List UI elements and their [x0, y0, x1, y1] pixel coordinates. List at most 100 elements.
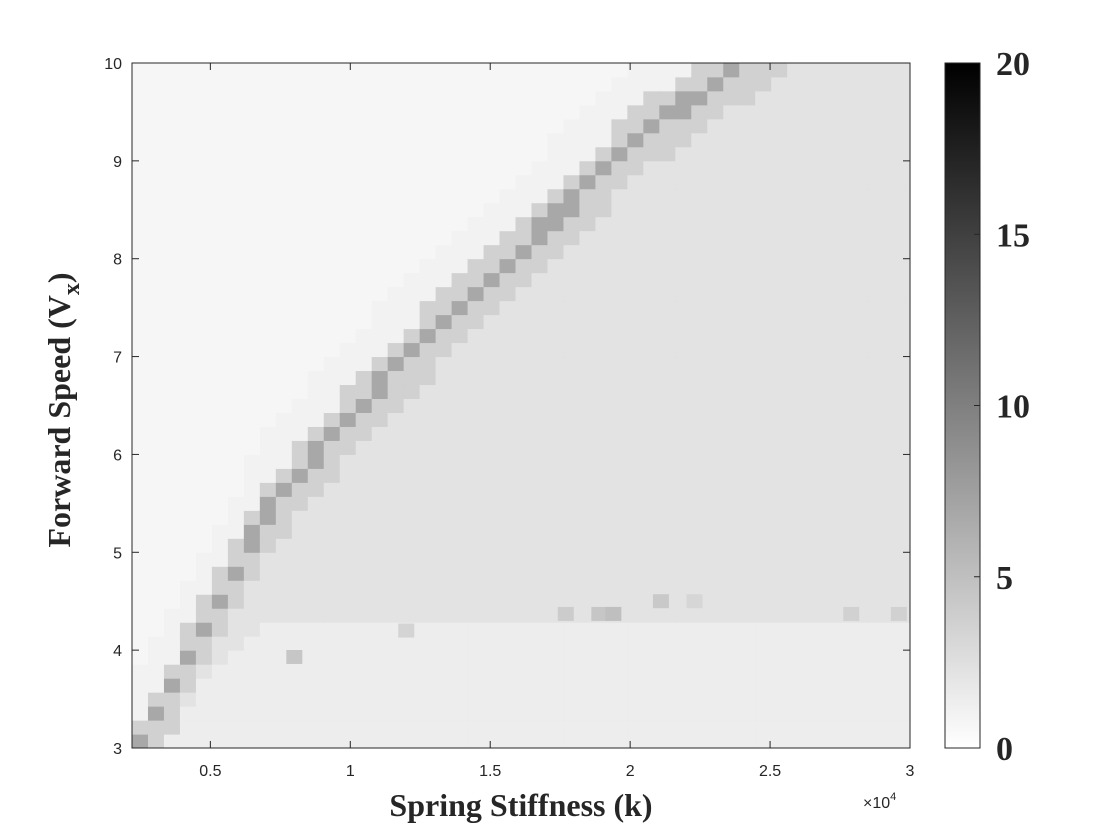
heatmap-cell: [467, 622, 485, 637]
heatmap-cell: [867, 76, 884, 92]
heatmap-cell: [339, 132, 357, 148]
heatmap-cell: [467, 398, 485, 413]
heatmap-cell: [291, 468, 309, 483]
heatmap-cell: [691, 174, 708, 190]
heatmap-cell: [291, 482, 309, 497]
heatmap-cell: [563, 524, 581, 539]
heatmap-cell: [851, 356, 868, 372]
heatmap-cell: [723, 720, 740, 735]
heatmap-cell: [579, 146, 597, 162]
heatmap-cell: [883, 706, 900, 721]
heatmap-cell: [755, 692, 772, 707]
heatmap-cell: [147, 664, 165, 679]
heatmap-cell: [387, 146, 405, 162]
heatmap-cell: [419, 440, 437, 455]
heatmap-cell: [147, 300, 165, 316]
heatmap-cell: [211, 706, 229, 721]
heatmap-cell: [483, 412, 501, 427]
heatmap-cell: [787, 104, 804, 120]
heatmap-cell: [627, 692, 644, 707]
heatmap-cell: [243, 678, 261, 693]
heatmap-cell: [627, 636, 644, 651]
heatmap-cell: [867, 426, 884, 441]
heatmap-cell: [787, 258, 804, 274]
heatmap-cell: [851, 496, 868, 511]
heatmap-cell: [723, 146, 740, 162]
heatmap-cell: [323, 440, 341, 455]
heatmap-cell: [611, 524, 628, 539]
heatmap-cell: [563, 664, 581, 679]
heatmap-cell: [227, 706, 245, 721]
heatmap-cell: [883, 118, 900, 134]
heatmap-cell: [467, 90, 485, 106]
heatmap-cell: [259, 468, 277, 483]
heatmap-cell: [723, 76, 740, 92]
heatmap-cell: [867, 118, 884, 134]
heatmap-cell: [499, 202, 517, 218]
heatmap-cell: [595, 90, 612, 106]
heatmap-cell: [547, 146, 565, 162]
heatmap-cell: [755, 734, 772, 748]
heatmap-cell: [707, 328, 724, 344]
heatmap-cell: [675, 342, 692, 358]
heatmap-cell: [259, 664, 277, 679]
heatmap-cell: [147, 426, 165, 441]
heatmap-cell: [883, 398, 900, 413]
heatmap-cell: [387, 188, 405, 204]
heatmap-cell: [819, 440, 836, 455]
heatmap-cell: [467, 132, 485, 148]
heatmap-cell: [467, 63, 485, 78]
heatmap-cell: [675, 482, 692, 497]
heatmap-cell: [371, 202, 389, 218]
heatmap-cell: [595, 258, 612, 274]
heatmap-cell: [147, 538, 165, 553]
heatmap-cell: [691, 720, 708, 735]
heatmap-cell: [227, 300, 245, 316]
heatmap-cell: [179, 664, 197, 679]
heatmap-cell: [419, 692, 437, 707]
heatmap-cell: [435, 426, 453, 441]
heatmap-cell: [307, 636, 325, 651]
heatmap-cell: [275, 538, 293, 553]
heatmap-cell: [899, 342, 910, 358]
heatmap-cell: [451, 202, 469, 218]
heatmap-cell: [851, 706, 868, 721]
heatmap-cell: [819, 146, 836, 162]
heatmap-cell: [883, 468, 900, 483]
heatmap-cell: [339, 76, 357, 92]
heatmap-cell: [691, 440, 708, 455]
heatmap-cell: [403, 384, 421, 399]
heatmap-cell: [883, 678, 900, 693]
heatmap-cell: [147, 720, 165, 735]
heatmap-cell: [739, 384, 756, 399]
heatmap-cell: [275, 524, 293, 539]
heatmap-cell: [659, 230, 676, 246]
heatmap-cell: [563, 258, 581, 274]
heatmap-hot-spot: [591, 606, 608, 621]
heatmap-cell: [803, 678, 820, 693]
heatmap-cell: [147, 734, 165, 748]
heatmap-cell: [579, 398, 597, 413]
heatmap-cell: [531, 454, 549, 469]
heatmap-cell: [707, 426, 724, 441]
heatmap-cell: [355, 440, 373, 455]
heatmap-cell: [132, 706, 149, 721]
heatmap-cell: [835, 622, 852, 637]
heatmap-cell: [355, 230, 373, 246]
heatmap-cell: [323, 552, 341, 567]
heatmap-cell: [771, 384, 788, 399]
heatmap-cell: [147, 160, 165, 176]
heatmap-cell: [467, 370, 485, 386]
heatmap-cell: [611, 440, 628, 455]
heatmap-cell: [419, 594, 437, 609]
heatmap-cell: [515, 202, 533, 218]
heatmap-cell: [835, 230, 852, 246]
heatmap-cell: [883, 188, 900, 204]
heatmap-cell: [611, 482, 628, 497]
heatmap-cell: [739, 118, 756, 134]
heatmap-cell: [179, 510, 197, 525]
heatmap-cell: [132, 552, 149, 567]
heatmap-cell: [595, 300, 612, 316]
heatmap-cell: [499, 692, 517, 707]
heatmap-cell: [323, 650, 341, 665]
